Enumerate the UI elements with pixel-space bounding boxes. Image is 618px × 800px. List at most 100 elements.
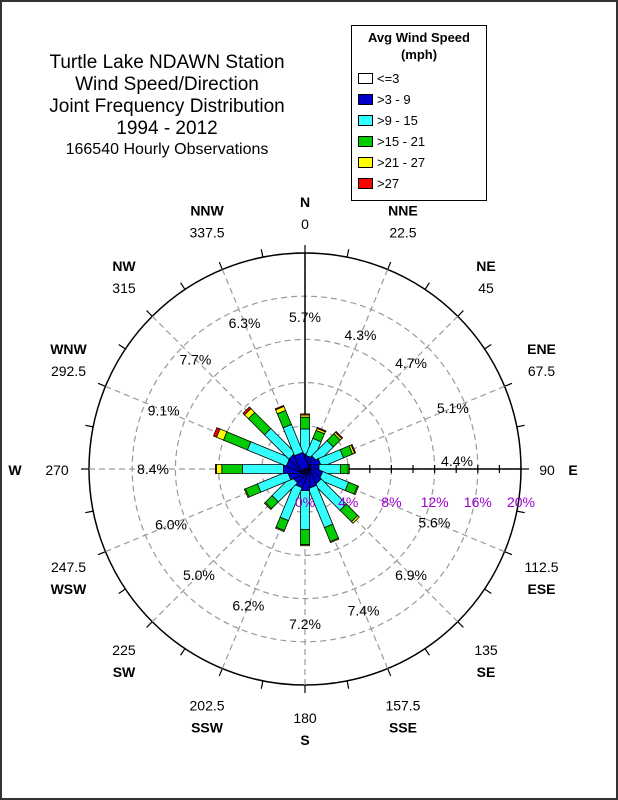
compass-direction-label: SSE bbox=[389, 720, 417, 736]
rose-petal-segment bbox=[274, 404, 285, 411]
legend-item: >21 - 27 bbox=[358, 154, 425, 171]
direction-degree-label: 337.5 bbox=[190, 224, 225, 240]
direction-total-label: 5.0% bbox=[183, 567, 215, 583]
compass-direction-label: NE bbox=[476, 258, 495, 274]
compass-direction-label: W bbox=[8, 462, 22, 478]
legend-item: >15 - 21 bbox=[358, 133, 425, 150]
ring-tick bbox=[85, 510, 94, 514]
rose-petal-segment bbox=[215, 464, 223, 474]
compass-direction-label: ENE bbox=[527, 341, 556, 357]
direction-degree-label: 315 bbox=[112, 280, 136, 296]
ring-tick bbox=[260, 249, 264, 258]
compass-direction-label: N bbox=[300, 194, 310, 210]
rose-petal-segment bbox=[212, 427, 221, 438]
legend-label: >15 - 21 bbox=[377, 134, 426, 149]
legend-swatch bbox=[358, 178, 373, 189]
ring-tick bbox=[504, 551, 513, 556]
rose-petal-segment bbox=[300, 529, 310, 545]
radial-tick-label: 16% bbox=[464, 494, 492, 510]
radial-tick-label: 4% bbox=[338, 494, 358, 510]
compass-direction-label: S bbox=[300, 732, 309, 748]
rose-petal-segment bbox=[329, 537, 340, 544]
direction-degree-label: 247.5 bbox=[51, 559, 86, 575]
direction-total-label: 5.7% bbox=[289, 309, 321, 325]
legend-swatch bbox=[358, 115, 373, 126]
legend: Avg Wind Speed (mph) <=3 >3 - 9 >9 - 15 … bbox=[351, 25, 487, 201]
compass-direction-label: SW bbox=[113, 664, 136, 680]
rose-petal-segment bbox=[242, 406, 252, 416]
direction-total-label: 5.1% bbox=[437, 400, 469, 416]
grid-spoke bbox=[221, 269, 306, 470]
direction-degree-label: 292.5 bbox=[51, 363, 86, 379]
compass-direction-label: ESE bbox=[528, 581, 556, 597]
rose-petal-segment bbox=[243, 488, 250, 499]
ring-tick bbox=[387, 261, 392, 270]
rose-petal-segment bbox=[353, 485, 360, 496]
rose-petal-segment bbox=[275, 526, 285, 533]
legend-label: >3 - 9 bbox=[377, 92, 411, 107]
direction-degree-label: 225 bbox=[112, 642, 136, 658]
ring-tick bbox=[457, 310, 464, 317]
legend-title-line: (mph) bbox=[400, 47, 438, 62]
radial-tick-label: 20% bbox=[507, 494, 535, 510]
direction-degree-label: 157.5 bbox=[385, 698, 420, 714]
rose-petal-segment bbox=[222, 431, 252, 451]
ring-tick bbox=[346, 249, 350, 258]
ring-tick bbox=[260, 680, 264, 689]
ring-tick bbox=[346, 680, 350, 689]
direction-total-label: 4.4% bbox=[441, 453, 473, 469]
direction-total-label: 7.7% bbox=[179, 351, 211, 367]
radial-tick-label: 12% bbox=[421, 494, 449, 510]
ring-tick bbox=[180, 648, 186, 656]
legend-swatch bbox=[358, 136, 373, 147]
ring-tick bbox=[484, 588, 492, 594]
rose-petal-segment bbox=[241, 464, 284, 474]
direction-total-label: 6.9% bbox=[395, 567, 427, 583]
rose-petal-segment bbox=[214, 464, 217, 474]
direction-total-label: 6.0% bbox=[155, 516, 187, 532]
direction-degree-label: 22.5 bbox=[389, 224, 416, 240]
rose-petal-segment bbox=[350, 444, 357, 454]
legend-swatch bbox=[358, 94, 373, 105]
rose-petal-segment bbox=[300, 416, 310, 430]
legend-label: >21 - 27 bbox=[377, 155, 426, 170]
compass-direction-label: WNW bbox=[50, 341, 87, 357]
direction-degree-label: 180 bbox=[293, 710, 317, 726]
ring-tick bbox=[218, 668, 223, 677]
direction-degree-label: 0 bbox=[301, 216, 309, 232]
direction-degree-label: 90 bbox=[539, 462, 555, 478]
legend-title: Avg Wind Speed (mph) bbox=[352, 29, 486, 63]
direction-total-label: 4.7% bbox=[395, 355, 427, 371]
direction-total-label: 7.4% bbox=[348, 602, 380, 618]
direction-total-label: 4.3% bbox=[345, 327, 377, 343]
ring-tick bbox=[97, 382, 106, 387]
rose-petal-segment bbox=[263, 501, 273, 511]
direction-total-label: 8.4% bbox=[137, 461, 169, 477]
rose-petal-segment bbox=[350, 514, 360, 524]
ring-tick bbox=[424, 282, 430, 290]
legend-item: <=3 bbox=[358, 70, 399, 87]
title-line: Turtle Lake NDAWN Station bbox=[49, 52, 285, 73]
title-line: 1994 - 2012 bbox=[116, 118, 218, 139]
compass-direction-label: SE bbox=[477, 664, 496, 680]
direction-degree-label: 270 bbox=[45, 462, 69, 478]
ring-tick bbox=[457, 621, 464, 628]
direction-total-label: 7.2% bbox=[289, 616, 321, 632]
direction-total-label: 6.3% bbox=[229, 315, 261, 331]
legend-label: >9 - 15 bbox=[377, 113, 418, 128]
legend-title-line: Avg Wind Speed bbox=[368, 30, 470, 45]
compass-direction-label: E bbox=[568, 462, 577, 478]
radial-tick-label: 8% bbox=[381, 494, 401, 510]
legend-swatch bbox=[358, 73, 373, 84]
ring-tick bbox=[118, 588, 126, 594]
ring-tick bbox=[180, 282, 186, 290]
ring-tick bbox=[484, 344, 492, 350]
direction-degree-label: 112.5 bbox=[525, 559, 559, 575]
legend-item: >27 bbox=[358, 175, 399, 192]
ring-tick bbox=[516, 510, 525, 514]
direction-total-label: 6.2% bbox=[232, 598, 264, 614]
rose-petal-segment bbox=[300, 544, 310, 547]
compass-direction-label: NW bbox=[112, 258, 136, 274]
ring-tick bbox=[118, 344, 126, 350]
